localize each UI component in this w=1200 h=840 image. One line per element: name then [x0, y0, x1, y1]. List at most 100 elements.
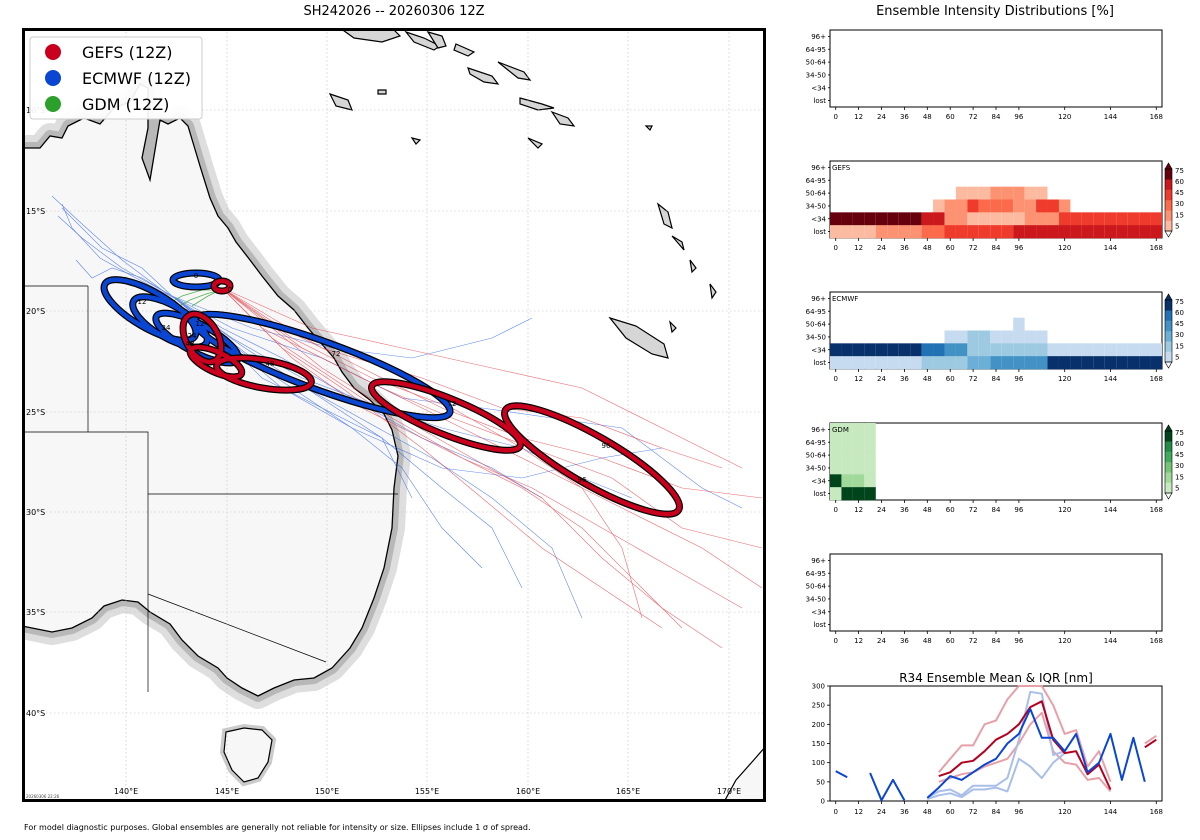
- row-label: lost: [813, 359, 826, 367]
- heatmap-cell: [933, 343, 945, 357]
- hour-label: 168: [1150, 637, 1163, 645]
- r34-x-label: 84: [992, 808, 1001, 816]
- lon-label: 165°E: [616, 787, 640, 796]
- r34-series-line: [926, 752, 1066, 801]
- hour-label: 12: [854, 637, 863, 645]
- heatmap-cell: [887, 225, 899, 239]
- r34-x-label: 48: [923, 808, 932, 816]
- hour-label: 120: [1058, 506, 1071, 514]
- hour-label: 168: [1150, 506, 1163, 514]
- heatmap-cell: [852, 343, 865, 357]
- heatmap-cell: [864, 356, 876, 370]
- colorbar-extend-max: [1164, 424, 1173, 432]
- state-borders: [22, 285, 398, 692]
- heatmap-cell: [967, 343, 979, 357]
- heatmap-cell: [955, 356, 968, 370]
- heatmap-cell: [955, 199, 968, 213]
- heatmap-cell: [1013, 212, 1025, 226]
- row-label: lost: [813, 621, 826, 629]
- r34-x-label: 0: [833, 808, 837, 816]
- r34-series-line: [835, 708, 1146, 802]
- hour-label: 120: [1058, 637, 1071, 645]
- lon-label: 170°E: [717, 787, 741, 796]
- heatmap-cell: [1036, 225, 1048, 239]
- lat-label: 20°S: [26, 307, 45, 316]
- heatmap-cell: [1116, 225, 1128, 239]
- hour-label: 144: [1104, 506, 1118, 514]
- legend-marker-ecmwf: [45, 70, 61, 86]
- heatmap-cell: [990, 225, 1002, 239]
- hour-label: 120: [1058, 244, 1071, 252]
- heatmap-cell: [1093, 212, 1105, 226]
- heatmap-cell: [1127, 343, 1140, 357]
- heatmap-cell: [864, 487, 876, 501]
- row-label: 64-95: [806, 46, 826, 54]
- hour-label: 48: [923, 375, 932, 383]
- colorbar-segment: [1165, 441, 1172, 452]
- colorbar-tick: 60: [1175, 178, 1184, 186]
- heatmap-cell: [1036, 199, 1048, 213]
- r34-y-label: 50: [816, 778, 825, 786]
- colorbar-frame: [1164, 430, 1173, 494]
- heatmap-cell: [830, 461, 842, 475]
- heatmap-cell: [978, 212, 991, 226]
- hour-label: 84: [992, 244, 1001, 252]
- gefs-hour-label: 0: [228, 286, 232, 294]
- heatmap-cell: [955, 212, 968, 226]
- legend-label: GEFS (12Z): [82, 43, 172, 62]
- colorbar-extend-max: [1164, 293, 1173, 301]
- heatmap-cell: [1058, 356, 1071, 370]
- colorbar-segment: [1165, 482, 1172, 494]
- heatmap-cell: [967, 199, 979, 213]
- panel-gdm-frame: [829, 422, 1163, 501]
- heatmap-cell: [864, 461, 876, 475]
- heatmap-cell: [1024, 356, 1037, 370]
- heatmap-cell: [910, 343, 922, 357]
- r34-series-line: [926, 690, 1066, 799]
- gefs-ellipses: [179, 277, 683, 518]
- heatmap-cell: [841, 435, 853, 449]
- ecmwf-hour-label: 48: [186, 340, 195, 348]
- heatmap-cell: [978, 356, 991, 370]
- new-zealand: [723, 745, 766, 802]
- row-label: 34-50: [806, 333, 826, 341]
- heatmap-cell: [944, 356, 956, 370]
- hour-label: 72: [969, 375, 978, 383]
- hour-label: 12: [854, 506, 863, 514]
- row-label: 50-64: [806, 59, 827, 67]
- map-frame: [22, 28, 766, 802]
- legend-marker-gefs: [45, 44, 61, 60]
- lat-label: 30°S: [26, 508, 45, 517]
- heatmap-cell: [887, 212, 899, 226]
- heatmap-cell: [1058, 343, 1071, 357]
- r34-x-label: 24: [877, 808, 886, 816]
- heatmap-cell: [1013, 186, 1025, 200]
- hour-label: 48: [923, 244, 932, 252]
- hour-label: 84: [992, 637, 1001, 645]
- hour-label: 144: [1104, 113, 1118, 121]
- colorbar-segment: [1165, 462, 1172, 473]
- row-label: 64-95: [806, 570, 826, 578]
- r34-x-label: 72: [969, 808, 978, 816]
- heatmap-cell: [1024, 330, 1037, 344]
- heatmap-cell: [933, 356, 945, 370]
- heatmap-cell: [1081, 212, 1094, 226]
- heatmap-cell: [864, 212, 876, 226]
- heatmap-cell: [898, 343, 911, 357]
- r34-series-line: [938, 711, 1112, 793]
- ecmwf-hour-label: 12: [138, 298, 147, 306]
- map-legend: GEFS (12Z) ECMWF (12Z) GDM (12Z): [29, 36, 203, 120]
- heatmap-cell: [864, 435, 876, 449]
- heatmap-cell: [1024, 186, 1037, 200]
- heatmap-cell: [1070, 356, 1082, 370]
- heatmap-cell: [944, 343, 956, 357]
- heatmap-cell: [875, 343, 888, 357]
- legend-marker-gdm: [45, 96, 61, 112]
- colorbar-tick: 15: [1175, 473, 1184, 481]
- colorbar-tick: 5: [1175, 222, 1179, 230]
- colorbar-segment: [1165, 210, 1172, 221]
- gefs-hour-label: 96: [602, 442, 611, 450]
- hour-label: 0: [833, 375, 837, 383]
- hour-label: 72: [969, 113, 978, 121]
- colorbar-tick: 60: [1175, 440, 1184, 448]
